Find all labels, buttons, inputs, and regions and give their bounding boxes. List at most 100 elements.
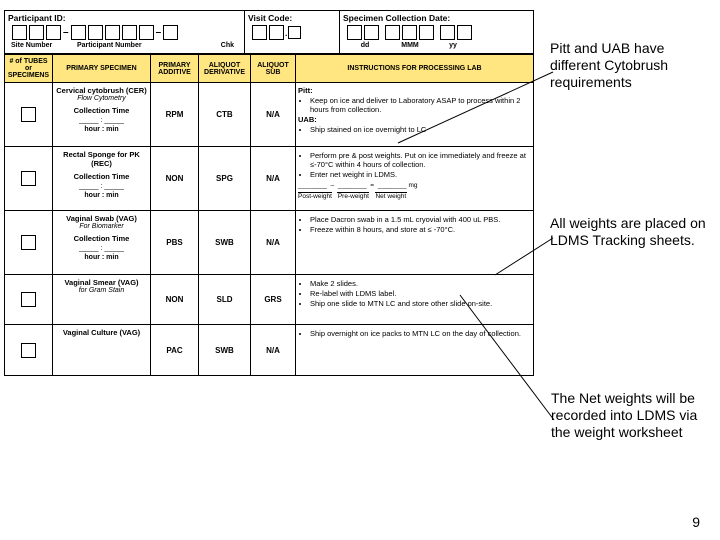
specimen-checkbox[interactable] xyxy=(21,171,36,186)
specimen-name: Cervical cytobrush (CER) xyxy=(55,86,148,95)
participant-id-boxes[interactable]: – – xyxy=(8,23,241,42)
mm-label: MMM xyxy=(384,42,436,49)
instruction-list: Ship overnight on ice packs to MTN LC on… xyxy=(298,329,531,338)
instructions-cell: Perform pre & post weights. Put on ice i… xyxy=(296,147,533,210)
col-instructions: INSTRUCTIONS FOR PROCESSING LAB xyxy=(296,54,533,83)
additive-cell: PAC xyxy=(151,325,199,375)
tube-count-cell xyxy=(5,325,53,375)
participant-id-label: Participant ID: xyxy=(8,13,66,23)
date-boxes[interactable] xyxy=(343,23,530,42)
derivative-cell: SLD xyxy=(199,275,251,324)
time-entry[interactable]: _____ : _____ xyxy=(55,245,148,252)
table-row: Vaginal Smear (VAG)for Gram StainNONSLDG… xyxy=(5,275,533,325)
specimen-checkbox[interactable] xyxy=(21,107,36,122)
collection-date-label: Specimen Collection Date: xyxy=(343,13,450,23)
instruction-list: Place Dacron swab in a 1.5 mL cryovial w… xyxy=(298,215,531,234)
aliquot-sub-cell: N/A xyxy=(251,325,296,375)
primary-specimen-cell: Rectal Sponge for PK (REC) Collection Tim… xyxy=(53,147,151,210)
instruction-item: Keep on ice and deliver to Laboratory AS… xyxy=(310,96,531,114)
instructions-cell: Pitt:Keep on ice and deliver to Laborato… xyxy=(296,83,533,146)
primary-specimen-cell: Cervical cytobrush (CER)Flow Cytometry Co… xyxy=(53,83,151,146)
participant-number-label: Participant Number xyxy=(77,42,142,49)
specimen-sub: For Biomarker xyxy=(55,223,148,230)
aliquot-sub-cell: GRS xyxy=(251,275,296,324)
specimen-checkbox[interactable] xyxy=(21,343,36,358)
table-row: Vaginal Swab (VAG)For BiomarkerCollectio… xyxy=(5,211,533,275)
instruction-list: Perform pre & post weights. Put on ice i… xyxy=(298,151,531,179)
visit-code-label: Visit Code: xyxy=(248,13,292,23)
tube-count-cell xyxy=(5,211,53,274)
weight-line[interactable]: ________ – ________ = ________ mg xyxy=(298,182,531,189)
collection-time-label: Collection Time xyxy=(55,106,148,115)
instruction-item: Freeze within 8 hours, and store at ≤ -7… xyxy=(310,225,531,234)
specimen-checkbox[interactable] xyxy=(21,235,36,250)
instruction-list: Keep on ice and deliver to Laboratory AS… xyxy=(298,96,531,114)
instruction-item: Ship one slide to MTN LC and store other… xyxy=(310,299,531,308)
aliquot-sub-cell: N/A xyxy=(251,147,296,210)
annotation-3: The Net weights will be recorded into LD… xyxy=(551,390,716,440)
primary-specimen-cell: Vaginal Swab (VAG)For BiomarkerCollectio… xyxy=(53,211,151,274)
table-row: Cervical cytobrush (CER)Flow Cytometry Co… xyxy=(5,83,533,147)
instructions-cell: Ship overnight on ice packs to MTN LC on… xyxy=(296,325,533,375)
additive-cell: NON xyxy=(151,275,199,324)
specimen-name: Vaginal Culture (VAG) xyxy=(55,328,148,337)
annotation-2: All weights are placed on LDMS Tracking … xyxy=(550,215,710,249)
instruction-item: Enter net weight in LDMS. xyxy=(310,170,531,179)
derivative-cell: SWB xyxy=(199,211,251,274)
additive-cell: RPM xyxy=(151,83,199,146)
instruction-item: Place Dacron swab in a 1.5 mL cryovial w… xyxy=(310,215,531,224)
specimen-name: Rectal Sponge for PK (REC) xyxy=(55,150,148,168)
col-derivative: ALIQUOT DERIVATIVE xyxy=(199,54,251,83)
instruction-section-label: Pitt: xyxy=(298,86,531,95)
chk-label: Chk xyxy=(221,42,234,49)
time-entry[interactable]: _____ : _____ xyxy=(55,117,148,124)
table-row: Rectal Sponge for PK (REC) Collection Tim… xyxy=(5,147,533,211)
site-number-label: Site Number xyxy=(11,42,61,49)
table-rows: Cervical cytobrush (CER)Flow Cytometry Co… xyxy=(5,83,533,375)
derivative-cell: CTB xyxy=(199,83,251,146)
instruction-item: Make 2 slides. xyxy=(310,279,531,288)
instructions-cell: Place Dacron swab in a 1.5 mL cryovial w… xyxy=(296,211,533,274)
instructions-cell: Make 2 slides.Re-label with LDMS label.S… xyxy=(296,275,533,324)
instruction-item: Ship stained on ice overnight to LC xyxy=(310,125,531,134)
visit-code-boxes[interactable]: . xyxy=(248,23,336,42)
hour-min-label: hour : min xyxy=(55,192,148,199)
weight-labels: Post-weight Pre-weight Net weight xyxy=(298,192,531,200)
hour-min-label: hour : min xyxy=(55,126,148,133)
specimen-name: Vaginal Smear (VAG) xyxy=(55,278,148,287)
derivative-cell: SPG xyxy=(199,147,251,210)
aliquot-sub-cell: N/A xyxy=(251,211,296,274)
derivative-cell: SWB xyxy=(199,325,251,375)
dd-label: dd xyxy=(346,42,384,49)
primary-specimen-cell: Vaginal Culture (VAG) xyxy=(53,325,151,375)
instruction-item: Ship overnight on ice packs to MTN LC on… xyxy=(310,329,531,338)
specimen-sub: Flow Cytometry xyxy=(55,95,148,102)
additive-cell: NON xyxy=(151,147,199,210)
specimen-name: Vaginal Swab (VAG) xyxy=(55,214,148,223)
instruction-item: Perform pre & post weights. Put on ice i… xyxy=(310,151,531,169)
col-primary: PRIMARY SPECIMEN xyxy=(53,54,151,83)
form-header: Participant ID: – – Site Number Particip… xyxy=(5,11,533,54)
col-additive: PRIMARY ADDITIVE xyxy=(151,54,199,83)
primary-specimen-cell: Vaginal Smear (VAG)for Gram Stain xyxy=(53,275,151,324)
specimen-checkbox[interactable] xyxy=(21,292,36,307)
time-entry[interactable]: _____ : _____ xyxy=(55,183,148,190)
tube-count-cell xyxy=(5,147,53,210)
col-tubes: # of TUBES or SPECIMENS xyxy=(5,54,53,83)
col-sub: ALIQUOT SUB xyxy=(251,54,296,83)
instruction-section-label: UAB: xyxy=(298,115,531,124)
specimen-sub: for Gram Stain xyxy=(55,287,148,294)
table-header: # of TUBES or SPECIMENS PRIMARY SPECIMEN… xyxy=(5,54,533,83)
hour-min-label: hour : min xyxy=(55,254,148,261)
tube-count-cell xyxy=(5,83,53,146)
instruction-item: Re-label with LDMS label. xyxy=(310,289,531,298)
yy-label: yy xyxy=(436,42,470,49)
collection-time-label: Collection Time xyxy=(55,172,148,181)
page-number: 9 xyxy=(692,514,700,530)
annotation-1: Pitt and UAB have different Cytobrush re… xyxy=(550,40,710,90)
ldms-form: Participant ID: – – Site Number Particip… xyxy=(4,10,534,376)
table-row: Vaginal Culture (VAG)PACSWBN/A Ship overn… xyxy=(5,325,533,375)
instruction-list: Ship stained on ice overnight to LC xyxy=(298,125,531,134)
tube-count-cell xyxy=(5,275,53,324)
instruction-list: Make 2 slides.Re-label with LDMS label.S… xyxy=(298,279,531,308)
